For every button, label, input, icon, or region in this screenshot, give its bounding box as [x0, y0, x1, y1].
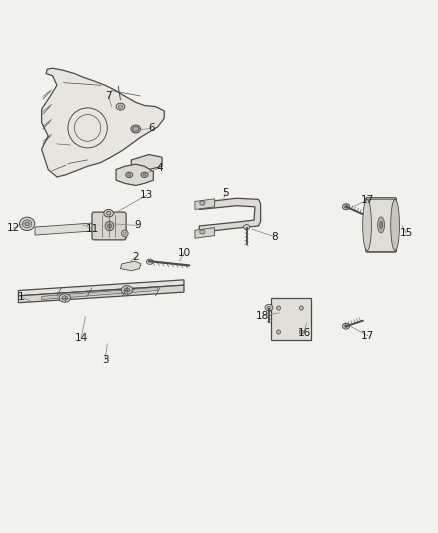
- Text: 6: 6: [148, 124, 155, 133]
- Polygon shape: [120, 261, 141, 271]
- Polygon shape: [116, 164, 153, 185]
- Ellipse shape: [25, 222, 29, 226]
- Text: 3: 3: [102, 355, 109, 365]
- Polygon shape: [42, 287, 158, 300]
- Polygon shape: [18, 285, 184, 303]
- Text: 17: 17: [361, 195, 374, 205]
- Ellipse shape: [124, 288, 130, 292]
- FancyBboxPatch shape: [271, 298, 311, 340]
- Polygon shape: [199, 198, 261, 232]
- Ellipse shape: [343, 204, 350, 209]
- Ellipse shape: [277, 330, 280, 334]
- Text: 11: 11: [85, 224, 99, 233]
- Polygon shape: [18, 280, 184, 296]
- Polygon shape: [42, 68, 164, 177]
- Ellipse shape: [141, 172, 148, 177]
- Ellipse shape: [344, 325, 348, 327]
- Text: 14: 14: [74, 334, 88, 343]
- Ellipse shape: [200, 201, 205, 205]
- Text: 13: 13: [140, 190, 153, 200]
- Text: 16: 16: [297, 328, 311, 337]
- FancyBboxPatch shape: [92, 212, 126, 240]
- Ellipse shape: [19, 217, 35, 231]
- Ellipse shape: [23, 220, 32, 228]
- Ellipse shape: [59, 294, 71, 302]
- Ellipse shape: [105, 221, 114, 231]
- Ellipse shape: [299, 330, 303, 334]
- Polygon shape: [131, 155, 162, 175]
- Text: 9: 9: [134, 221, 141, 230]
- Text: 18: 18: [256, 311, 269, 320]
- Polygon shape: [195, 199, 215, 209]
- Text: 17: 17: [361, 331, 374, 341]
- FancyBboxPatch shape: [366, 198, 396, 252]
- Ellipse shape: [104, 209, 113, 217]
- Ellipse shape: [244, 225, 250, 230]
- Ellipse shape: [363, 199, 371, 251]
- Ellipse shape: [127, 173, 131, 176]
- Ellipse shape: [267, 306, 271, 309]
- Text: 8: 8: [271, 232, 278, 241]
- Text: 5: 5: [222, 188, 229, 198]
- Ellipse shape: [146, 259, 153, 264]
- Ellipse shape: [133, 127, 138, 131]
- Ellipse shape: [379, 222, 383, 229]
- Ellipse shape: [126, 172, 133, 177]
- Polygon shape: [195, 228, 215, 238]
- Ellipse shape: [107, 224, 111, 228]
- Ellipse shape: [143, 173, 146, 176]
- Ellipse shape: [299, 306, 303, 310]
- Ellipse shape: [265, 304, 273, 311]
- Polygon shape: [35, 221, 118, 235]
- Ellipse shape: [391, 199, 399, 251]
- Ellipse shape: [200, 230, 205, 234]
- Ellipse shape: [131, 125, 141, 133]
- Ellipse shape: [378, 217, 385, 233]
- Ellipse shape: [343, 323, 350, 329]
- Text: 1: 1: [18, 292, 25, 302]
- Text: 4: 4: [156, 163, 163, 173]
- Text: 12: 12: [7, 223, 20, 233]
- Text: 2: 2: [132, 252, 139, 262]
- Text: 7: 7: [105, 91, 112, 101]
- Text: 10: 10: [177, 248, 191, 257]
- Ellipse shape: [118, 105, 123, 108]
- Ellipse shape: [121, 286, 133, 294]
- Ellipse shape: [106, 211, 111, 215]
- Ellipse shape: [344, 206, 348, 208]
- Text: 15: 15: [400, 229, 413, 238]
- Ellipse shape: [121, 230, 128, 237]
- Ellipse shape: [277, 306, 280, 310]
- Ellipse shape: [116, 103, 125, 110]
- Ellipse shape: [62, 296, 67, 300]
